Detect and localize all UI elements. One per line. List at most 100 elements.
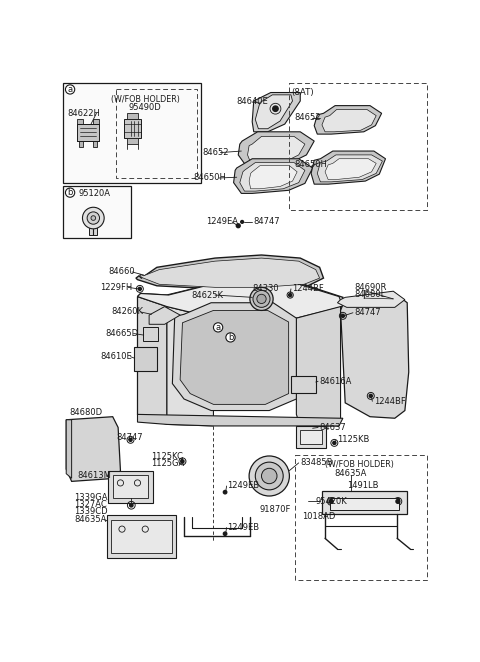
Polygon shape bbox=[255, 95, 292, 128]
Text: 1249EB: 1249EB bbox=[227, 523, 259, 532]
Text: 1125GA: 1125GA bbox=[152, 459, 185, 468]
Text: 84637: 84637 bbox=[320, 423, 347, 432]
Text: 83485B: 83485B bbox=[300, 458, 333, 467]
Circle shape bbox=[87, 212, 99, 224]
Circle shape bbox=[333, 442, 336, 444]
Text: 1249EA: 1249EA bbox=[206, 217, 239, 226]
Text: 1018AD: 1018AD bbox=[302, 512, 335, 521]
Text: 84652: 84652 bbox=[203, 148, 229, 157]
Polygon shape bbox=[137, 283, 343, 318]
Text: 84690R: 84690R bbox=[355, 283, 387, 292]
Bar bbox=[322, 491, 407, 514]
Polygon shape bbox=[66, 420, 72, 479]
Circle shape bbox=[369, 395, 372, 397]
Circle shape bbox=[241, 220, 243, 223]
Polygon shape bbox=[325, 159, 376, 179]
Text: 95490D: 95490D bbox=[129, 103, 162, 113]
Bar bbox=[89, 226, 97, 235]
Polygon shape bbox=[249, 166, 297, 189]
Text: 1491LB: 1491LB bbox=[347, 481, 378, 491]
Bar bbox=[63, 83, 201, 183]
Circle shape bbox=[288, 293, 292, 297]
Polygon shape bbox=[77, 119, 83, 124]
Polygon shape bbox=[93, 141, 97, 147]
Polygon shape bbox=[248, 136, 305, 163]
Text: 84650H: 84650H bbox=[193, 173, 226, 183]
Polygon shape bbox=[234, 159, 312, 193]
Circle shape bbox=[396, 499, 400, 503]
Text: 1339GA: 1339GA bbox=[74, 493, 108, 502]
Bar bbox=[107, 515, 176, 557]
Circle shape bbox=[255, 462, 283, 490]
Polygon shape bbox=[240, 163, 305, 191]
Circle shape bbox=[223, 491, 227, 494]
Text: 84622H: 84622H bbox=[68, 109, 101, 118]
Circle shape bbox=[65, 85, 75, 94]
Circle shape bbox=[65, 188, 75, 197]
Polygon shape bbox=[137, 414, 343, 426]
Circle shape bbox=[130, 504, 133, 507]
Circle shape bbox=[262, 468, 277, 484]
Text: 84747: 84747 bbox=[117, 433, 143, 442]
Bar bbox=[291, 376, 316, 393]
Text: (W/FOB HOLDER): (W/FOB HOLDER) bbox=[111, 95, 180, 104]
Circle shape bbox=[273, 106, 278, 111]
Text: 84610E: 84610E bbox=[100, 352, 132, 361]
Circle shape bbox=[329, 499, 333, 503]
Text: (W/FOB HOLDER): (W/FOB HOLDER) bbox=[325, 460, 394, 469]
Polygon shape bbox=[137, 297, 167, 424]
Polygon shape bbox=[296, 307, 343, 426]
Text: 1229FH: 1229FH bbox=[100, 283, 132, 292]
Polygon shape bbox=[123, 119, 142, 138]
Polygon shape bbox=[167, 307, 214, 426]
Text: 1327AC: 1327AC bbox=[74, 500, 107, 509]
Text: 84650H: 84650H bbox=[295, 160, 328, 169]
Text: 84680D: 84680D bbox=[69, 408, 102, 416]
Circle shape bbox=[91, 216, 96, 220]
Polygon shape bbox=[322, 109, 376, 132]
Text: 84625K: 84625K bbox=[192, 291, 224, 299]
Text: 1249EB: 1249EB bbox=[227, 481, 259, 491]
Text: 1125KC: 1125KC bbox=[152, 452, 183, 461]
Text: 84640E: 84640E bbox=[237, 97, 268, 105]
Text: a: a bbox=[216, 323, 221, 332]
Circle shape bbox=[223, 532, 227, 536]
Bar bbox=[288, 83, 427, 211]
Bar bbox=[330, 498, 399, 510]
Text: 84747: 84747 bbox=[355, 308, 381, 317]
Circle shape bbox=[138, 287, 142, 291]
Text: 91870F: 91870F bbox=[260, 504, 291, 514]
Bar bbox=[300, 430, 322, 444]
Circle shape bbox=[341, 314, 345, 317]
Text: 84747: 84747 bbox=[254, 217, 280, 226]
Polygon shape bbox=[311, 151, 385, 184]
Text: 84665D: 84665D bbox=[105, 329, 138, 338]
Bar bbox=[296, 426, 326, 448]
Polygon shape bbox=[140, 258, 320, 287]
Polygon shape bbox=[127, 113, 138, 119]
Polygon shape bbox=[93, 119, 99, 124]
Circle shape bbox=[226, 333, 235, 342]
Polygon shape bbox=[317, 155, 383, 182]
Bar bbox=[295, 455, 427, 580]
Text: b: b bbox=[228, 333, 233, 342]
Polygon shape bbox=[180, 310, 288, 404]
Polygon shape bbox=[340, 292, 409, 418]
Polygon shape bbox=[77, 124, 99, 141]
Text: b: b bbox=[67, 188, 73, 197]
Text: 84635A: 84635A bbox=[335, 469, 367, 478]
Text: 84660: 84660 bbox=[109, 267, 135, 277]
Text: 84652: 84652 bbox=[295, 113, 321, 122]
Bar bbox=[63, 186, 131, 238]
Polygon shape bbox=[79, 141, 83, 147]
Circle shape bbox=[83, 207, 104, 229]
Text: 95120A: 95120A bbox=[79, 189, 110, 198]
Text: 84680L: 84680L bbox=[355, 290, 386, 299]
Bar bbox=[133, 348, 157, 371]
Circle shape bbox=[253, 291, 270, 307]
Text: 84613M: 84613M bbox=[77, 471, 111, 481]
Text: (8AT): (8AT) bbox=[292, 88, 314, 97]
Text: 84330: 84330 bbox=[252, 285, 279, 293]
Text: 84260K: 84260K bbox=[111, 307, 143, 316]
Polygon shape bbox=[238, 132, 314, 166]
